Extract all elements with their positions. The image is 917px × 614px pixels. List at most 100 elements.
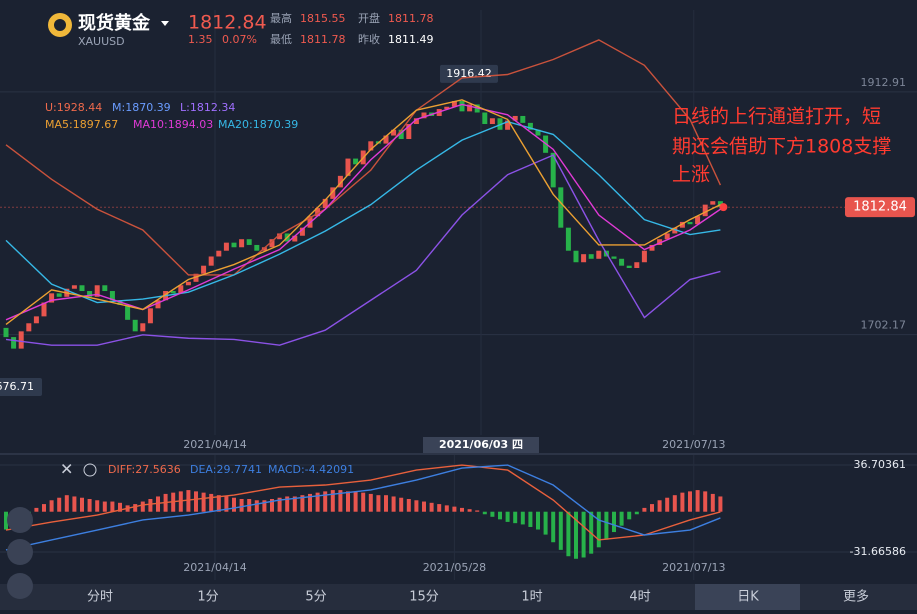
macd-bar	[680, 492, 685, 512]
macd-bar	[665, 497, 670, 512]
close-icon[interactable]: ✕	[60, 460, 73, 479]
legend-u: U:1928.44	[45, 101, 102, 114]
macd-bar	[619, 511, 624, 526]
candle	[702, 204, 708, 217]
candle	[201, 265, 207, 274]
candle	[345, 158, 351, 176]
candle	[208, 256, 214, 266]
macd-bar	[133, 504, 138, 512]
macd-legend-diff: DIFF:27.5636	[108, 463, 181, 476]
candle	[626, 265, 632, 268]
open: 1811.78	[388, 12, 434, 25]
macd-bar	[414, 500, 419, 512]
y-tick-label: 1912.91	[861, 76, 907, 89]
high: 1815.55	[300, 12, 346, 25]
x-tick-label: 2021/06/03 四	[439, 438, 523, 451]
macd-bar	[406, 498, 411, 512]
x-tick-label: 2021/07/13	[662, 561, 725, 574]
macd-bar	[315, 492, 320, 512]
prev: 1811.49	[388, 33, 434, 46]
macd-bar	[650, 504, 654, 512]
macd-bar	[57, 497, 62, 512]
macd-bar	[429, 502, 434, 512]
indicator-line	[5, 154, 721, 346]
macd-bar	[186, 490, 191, 512]
instrument-title[interactable]: 现货黄金	[78, 12, 151, 34]
tab[interactable]: 更多	[843, 589, 869, 605]
candle	[223, 242, 229, 251]
macd-bar	[110, 501, 115, 512]
tab[interactable]: 15分	[409, 590, 439, 605]
macd-bar	[558, 511, 563, 550]
indicator-line	[5, 39, 722, 276]
macd-bar	[353, 491, 358, 512]
tab[interactable]: 1时	[521, 590, 542, 605]
candle	[497, 118, 503, 130]
legend-m: M:1870.39	[112, 101, 171, 114]
candle	[444, 106, 450, 110]
candle	[512, 115, 518, 121]
candle	[41, 302, 47, 317]
macd-bar	[156, 496, 160, 512]
macd-legend-dea: DEA:29.7741	[190, 463, 262, 476]
tab[interactable]: 日K	[737, 590, 759, 605]
candle	[679, 221, 685, 228]
macd-bar	[254, 500, 259, 512]
macd-bar	[270, 498, 274, 512]
macd-bar	[277, 497, 282, 512]
macd-bar	[239, 498, 244, 512]
tool-button[interactable]	[7, 539, 33, 565]
candle	[170, 291, 176, 294]
macd-bar	[285, 496, 290, 512]
macd-bar	[338, 490, 343, 512]
macd-bar	[80, 497, 84, 512]
macd-bar	[148, 498, 153, 512]
candle	[26, 323, 32, 332]
candle	[520, 115, 526, 123]
candle	[185, 281, 191, 286]
macd-bar	[528, 511, 533, 527]
annotation-line: 日线的上行通道打开，短	[672, 106, 881, 128]
tab[interactable]: 1分	[197, 590, 218, 605]
candle	[641, 250, 647, 263]
macd-bar	[437, 504, 442, 512]
macd-bar	[368, 493, 373, 512]
change-pct: 0.07%	[222, 33, 257, 46]
candle	[406, 124, 412, 139]
macd-bar	[72, 496, 77, 512]
macd-legend-macd: MACD:-4.42091	[268, 463, 354, 476]
tool-button[interactable]	[7, 507, 33, 533]
candle	[56, 293, 62, 297]
dropdown-arrow[interactable]	[161, 21, 169, 26]
macd-bar	[384, 495, 388, 512]
crosshair-date-tag	[423, 437, 539, 453]
macd-bar	[95, 500, 100, 512]
tab[interactable]: 4时	[629, 590, 650, 605]
legend-ma20: MA20:1870.39	[218, 118, 298, 131]
y-tick-label: 36.70361	[854, 458, 907, 471]
macd-bar	[391, 496, 396, 512]
candle	[505, 120, 511, 130]
tool-button[interactable]	[7, 573, 33, 599]
candle	[695, 216, 701, 225]
candle	[18, 331, 24, 349]
macd-bar	[330, 490, 335, 512]
macd-bar	[513, 511, 518, 524]
candle	[216, 250, 222, 257]
tabs: 分时 1分 5分 15分 1时 4时 日K 更多	[87, 589, 869, 605]
macd-bar	[422, 501, 426, 512]
macd-bar	[695, 490, 700, 512]
macd-bar	[224, 496, 229, 512]
settings-icon[interactable]	[83, 463, 97, 477]
x-tick-label: 2021/07/13	[662, 438, 725, 451]
annotation-line: 期还会借助下方1808支撑	[672, 136, 891, 158]
candle	[368, 141, 374, 151]
macd-bar	[490, 511, 495, 517]
tab[interactable]: 分时	[87, 590, 113, 605]
legend-ma10: MA10:1894.03	[133, 118, 213, 131]
tab[interactable]: 5分	[305, 590, 326, 605]
macd-bar	[102, 501, 107, 512]
candle	[619, 258, 625, 266]
candle	[664, 233, 670, 240]
peak-tag	[440, 64, 498, 83]
